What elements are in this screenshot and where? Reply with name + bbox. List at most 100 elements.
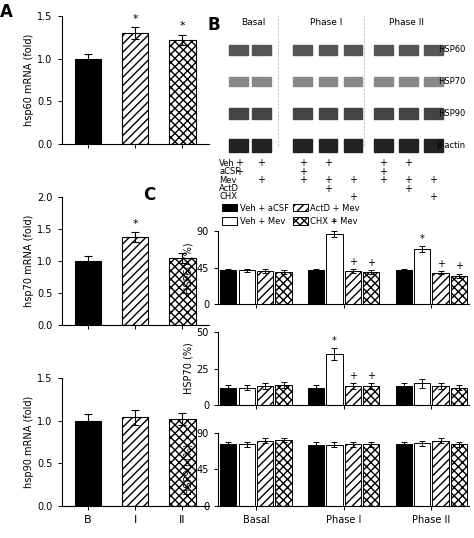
- Text: +: +: [257, 159, 265, 168]
- Y-axis label: hsp70 mRNA (fold): hsp70 mRNA (fold): [25, 215, 35, 307]
- Bar: [363, 272, 379, 305]
- Legend: Veh + aCSF, Veh + Mev, ActD + Mev, CHX + Mev: Veh + aCSF, Veh + Mev, ActD + Mev, CHX +…: [222, 203, 360, 226]
- Bar: [326, 445, 343, 506]
- Bar: [374, 108, 392, 119]
- Bar: [293, 108, 312, 119]
- Bar: [451, 387, 467, 405]
- Text: *: *: [332, 218, 337, 228]
- Bar: [344, 139, 363, 152]
- Bar: [344, 108, 363, 119]
- Y-axis label: HSP70 (%): HSP70 (%): [184, 343, 194, 394]
- Bar: [170, 419, 196, 506]
- Text: CHX: CHX: [219, 193, 237, 201]
- Text: +: +: [349, 192, 357, 202]
- Bar: [275, 385, 292, 405]
- Text: +: +: [299, 159, 307, 168]
- Text: +: +: [349, 257, 357, 267]
- Text: +: +: [349, 175, 357, 185]
- Text: +: +: [299, 167, 307, 177]
- Bar: [308, 445, 324, 506]
- Bar: [229, 77, 248, 86]
- Text: +: +: [404, 183, 412, 194]
- Bar: [414, 249, 430, 305]
- Bar: [345, 444, 361, 506]
- Text: +: +: [429, 175, 438, 185]
- Bar: [308, 270, 324, 305]
- Text: HSP60: HSP60: [438, 46, 465, 54]
- Text: +: +: [429, 192, 438, 202]
- Text: +: +: [257, 175, 265, 185]
- Bar: [252, 45, 271, 55]
- Bar: [374, 139, 392, 152]
- Bar: [238, 444, 255, 506]
- Text: +: +: [349, 371, 357, 381]
- Bar: [257, 271, 273, 305]
- Bar: [252, 77, 271, 86]
- Bar: [326, 234, 343, 305]
- Bar: [345, 386, 361, 405]
- Bar: [319, 108, 337, 119]
- Bar: [229, 45, 248, 55]
- Text: *: *: [132, 219, 138, 229]
- Bar: [374, 77, 392, 86]
- Text: Phase I: Phase I: [310, 18, 342, 27]
- Bar: [75, 421, 101, 506]
- Bar: [229, 139, 248, 152]
- Bar: [238, 270, 255, 305]
- Bar: [220, 270, 237, 305]
- Text: +: +: [324, 175, 332, 185]
- Y-axis label: HSP90 (%): HSP90 (%): [184, 443, 194, 495]
- Bar: [75, 261, 101, 324]
- Bar: [319, 45, 337, 55]
- Text: +: +: [404, 175, 412, 185]
- Bar: [75, 59, 101, 144]
- Bar: [122, 33, 148, 144]
- Text: +: +: [379, 167, 387, 177]
- Bar: [257, 441, 273, 506]
- Text: *: *: [132, 14, 138, 24]
- Y-axis label: HSP60 (%): HSP60 (%): [184, 242, 194, 294]
- Bar: [319, 139, 337, 152]
- Text: +: +: [455, 261, 463, 271]
- Bar: [170, 258, 196, 324]
- Bar: [293, 45, 312, 55]
- Bar: [424, 139, 443, 152]
- Bar: [399, 139, 418, 152]
- Bar: [308, 387, 324, 405]
- Bar: [451, 444, 467, 506]
- Bar: [275, 440, 292, 506]
- Bar: [344, 77, 363, 86]
- Bar: [432, 441, 449, 506]
- Bar: [363, 386, 379, 405]
- Bar: [122, 237, 148, 324]
- Text: C: C: [143, 186, 155, 204]
- Text: +: +: [299, 175, 307, 185]
- Text: +: +: [404, 159, 412, 168]
- Bar: [396, 386, 412, 405]
- Text: aCSF: aCSF: [219, 167, 240, 176]
- Text: *: *: [180, 22, 185, 31]
- Bar: [326, 354, 343, 405]
- Bar: [414, 383, 430, 405]
- Text: Phase II: Phase II: [389, 18, 424, 27]
- Bar: [238, 387, 255, 405]
- Bar: [344, 45, 363, 55]
- Text: +: +: [367, 371, 375, 381]
- Bar: [396, 444, 412, 506]
- Bar: [432, 386, 449, 405]
- Text: +: +: [324, 159, 332, 168]
- Bar: [319, 77, 337, 86]
- Bar: [257, 386, 273, 405]
- Text: +: +: [235, 159, 243, 168]
- Text: +: +: [437, 259, 445, 269]
- Bar: [252, 108, 271, 119]
- Bar: [363, 444, 379, 506]
- Bar: [220, 444, 237, 506]
- Bar: [252, 139, 271, 152]
- Bar: [122, 417, 148, 506]
- Bar: [275, 272, 292, 305]
- Text: HSP90: HSP90: [438, 109, 465, 118]
- Text: B: B: [208, 16, 220, 34]
- Bar: [229, 108, 248, 119]
- Text: Basal: Basal: [241, 18, 265, 27]
